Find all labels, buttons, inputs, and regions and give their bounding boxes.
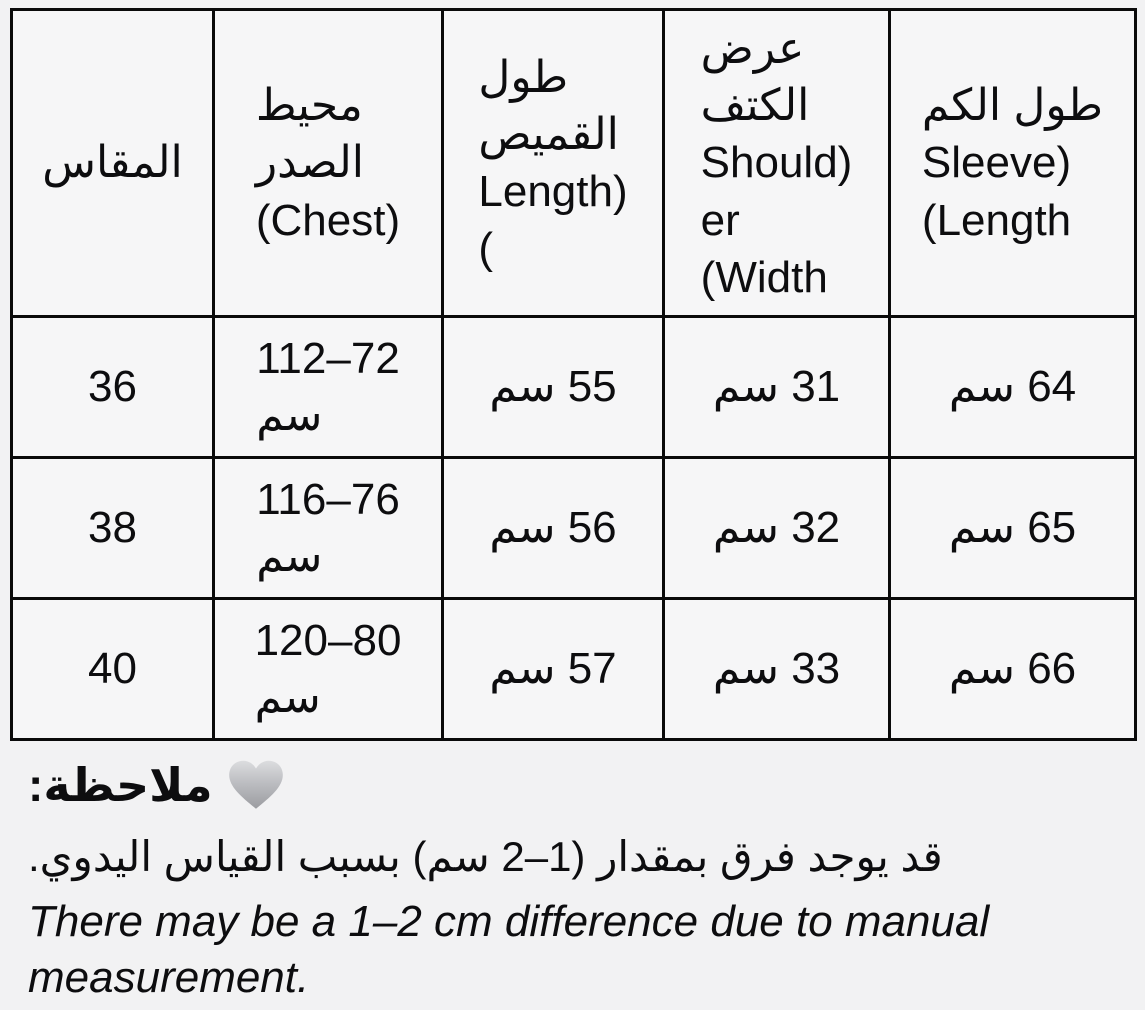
shirt-length-value: 55 سم <box>489 362 617 412</box>
cell-shoulder-width: 32 سم <box>662 456 891 600</box>
cell-size: 40 <box>10 597 215 741</box>
chest-value: 80–120 سم <box>254 615 402 722</box>
table-row-size-40: 40 80–120 سم 57 سم 33 سم 66 سم <box>10 597 1137 741</box>
table-header-row: المقاس محيط الصدر (Chest) طول القميص (Le… <box>10 8 1137 318</box>
header-shoulder-width: عرض الكتف (Should er Width) <box>662 8 891 318</box>
table-row-size-38: 38 76–116 سم 56 سم 32 سم 65 سم <box>10 456 1137 600</box>
shoulder-width-value: 33 سم <box>712 644 841 694</box>
chest-value: 72–112 سم <box>256 333 400 440</box>
header-sleeve-length-label: طول الكم (Sleeve Length) <box>921 81 1104 245</box>
header-chest: محيط الصدر (Chest) <box>212 8 444 318</box>
shirt-length-value: 56 سم <box>489 503 617 553</box>
header-shirt-length-label: طول القميص (Length ) <box>478 52 628 274</box>
note-english-text: There may be a 1–2 cm difference due to … <box>28 896 990 1002</box>
cell-shirt-length: 55 سم <box>441 315 665 459</box>
cell-sleeve-length: 65 سم <box>888 456 1137 600</box>
size-value: 40 <box>88 644 137 694</box>
sleeve-length-value: 65 سم <box>948 503 1077 553</box>
cell-sleeve-length: 64 سم <box>888 315 1137 459</box>
size-value: 38 <box>88 503 137 553</box>
cell-size: 38 <box>10 456 215 600</box>
note-block: ملاحظة: قد يوجد فرق بمقدار (1–2 سم) بسبب… <box>28 753 1140 1006</box>
cell-shoulder-width: 31 سم <box>662 315 891 459</box>
shoulder-width-value: 32 سم <box>712 503 841 553</box>
sleeve-length-value: 66 سم <box>948 644 1077 694</box>
white-heart-icon <box>228 760 283 809</box>
cell-size: 36 <box>10 315 215 459</box>
cell-chest: 80–120 سم <box>212 597 444 741</box>
cell-chest: 76–116 سم <box>212 456 444 600</box>
header-size-label: المقاس <box>42 138 183 188</box>
header-size: المقاس <box>10 8 215 318</box>
size-chart-table: المقاس محيط الصدر (Chest) طول القميص (Le… <box>10 8 1137 741</box>
header-shoulder-width-label: عرض الكتف (Should er Width) <box>700 24 853 302</box>
note-title: ملاحظة: <box>28 759 213 811</box>
sleeve-length-value: 64 سم <box>948 362 1077 412</box>
cell-chest: 72–112 سم <box>212 315 444 459</box>
header-shirt-length: طول القميص (Length ) <box>441 8 665 318</box>
cell-sleeve-length: 66 سم <box>888 597 1137 741</box>
shoulder-width-value: 31 سم <box>712 362 841 412</box>
shirt-length-value: 57 سم <box>489 644 617 694</box>
cell-shirt-length: 56 سم <box>441 456 665 600</box>
cell-shirt-length: 57 سم <box>441 597 665 741</box>
header-chest-label: محيط الصدر (Chest) <box>255 81 401 245</box>
note-arabic-text: قد يوجد فرق بمقدار (1–2 سم) بسبب القياس … <box>28 833 943 880</box>
header-sleeve-length: طول الكم (Sleeve Length) <box>888 8 1137 318</box>
cell-shoulder-width: 33 سم <box>662 597 891 741</box>
chest-value: 76–116 سم <box>256 474 400 581</box>
table-row-size-36: 36 72–112 سم 55 سم 31 سم 64 سم <box>10 315 1137 459</box>
size-value: 36 <box>88 362 137 412</box>
note-header: ملاحظة: <box>28 753 1140 817</box>
